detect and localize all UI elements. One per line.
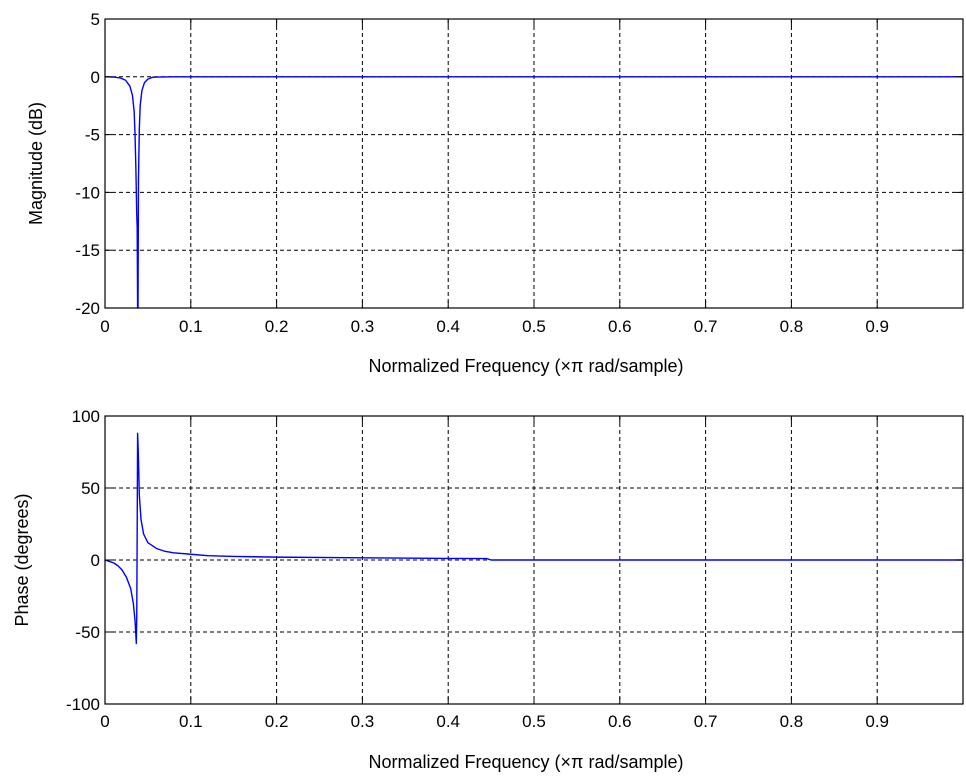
plot1-xtick-label: 0.3 bbox=[351, 712, 375, 731]
plot1-ytick-label: 50 bbox=[81, 479, 100, 498]
plot1-xtick-label: 0.8 bbox=[780, 712, 804, 731]
magnitude-plot: 0 0.1 0.2 0.3 0.4 0.5 0.6 0.7 0.8 0.9 5 0 -5 -10 -15 -2… bbox=[26, 10, 964, 376]
plot0-xlabel: Normalized Frequency (×π rad/sample) bbox=[368, 356, 683, 376]
plot1-ytick-label: 100 bbox=[72, 407, 100, 426]
plot1-xtick-label: 0.1 bbox=[179, 712, 203, 731]
plot0-ytick-label: -10 bbox=[75, 183, 100, 202]
plot0-xtick-label: 0.8 bbox=[780, 317, 804, 336]
plot1-xtick-label: 0 bbox=[100, 712, 109, 731]
plot0-xtick-label: 0.6 bbox=[608, 317, 632, 336]
plot0-ytick-label: -5 bbox=[85, 126, 100, 145]
plot0-ytick-label: -15 bbox=[75, 241, 100, 260]
plot0-xtick-label: 0.7 bbox=[694, 317, 718, 336]
plot0-ytick-label: -20 bbox=[75, 299, 100, 318]
plot1-xlabel: Normalized Frequency (×π rad/sample) bbox=[368, 752, 683, 772]
plot0-xtick-label: 0.3 bbox=[351, 317, 375, 336]
plot0-ylabel: Magnitude (dB) bbox=[26, 102, 46, 225]
plot1-xtick-label: 0.2 bbox=[265, 712, 289, 731]
plot0-xtick-label: 0 bbox=[100, 317, 109, 336]
plot1-series-line bbox=[104, 432, 963, 645]
phase-plot: 0 0.1 0.2 0.3 0.4 0.5 0.6 0.7 0.8 0.9 100 50 0 -50 -10… bbox=[12, 407, 964, 772]
plot0-xtick-label: 0.2 bbox=[265, 317, 289, 336]
plot1-xtick-label: 0.5 bbox=[522, 712, 546, 731]
plot1-xtick-label: 0.4 bbox=[436, 712, 460, 731]
plot0-series-line bbox=[104, 76, 963, 309]
plot1-ytick-label: 0 bbox=[91, 551, 100, 570]
plot1-xtick-label: 0.6 bbox=[608, 712, 632, 731]
plot1-xtick-label: 0.9 bbox=[865, 712, 889, 731]
plot1-ytick-label: -100 bbox=[66, 695, 100, 714]
plot0-xtick-label: 0.1 bbox=[179, 317, 203, 336]
plot0-ytick-label: 5 bbox=[91, 10, 100, 29]
plot1-xtick-label: 0.7 bbox=[694, 712, 718, 731]
plot0-ytick-label: 0 bbox=[91, 68, 100, 87]
plot0-xtick-label: 0.9 bbox=[865, 317, 889, 336]
plot0-xtick-label: 0.5 bbox=[522, 317, 546, 336]
plot0-xtick-label: 0.4 bbox=[436, 317, 460, 336]
plot1-ylabel: Phase (degrees) bbox=[12, 493, 32, 626]
plot1-ytick-label: -50 bbox=[75, 623, 100, 642]
